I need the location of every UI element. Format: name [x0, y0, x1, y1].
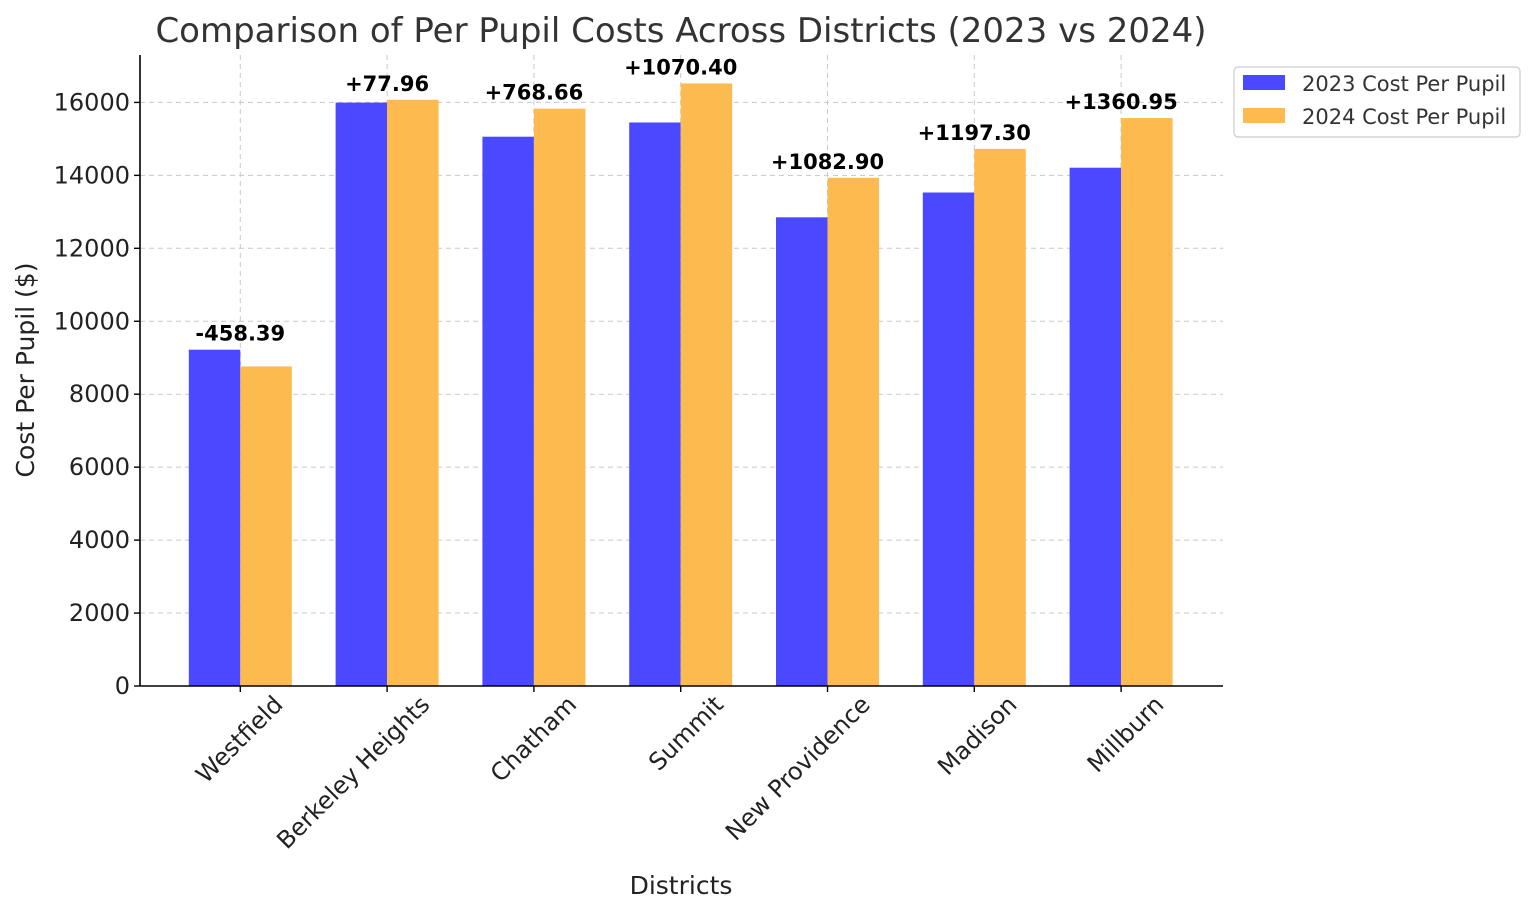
- bar-2024: [1121, 118, 1173, 686]
- bar-2024: [827, 177, 879, 686]
- axes: [139, 55, 1223, 687]
- y-tick-label: 8000: [69, 380, 130, 408]
- bar-2024: [974, 148, 1026, 687]
- y-tick-label: 12000: [54, 234, 130, 262]
- x-axis-label: Districts: [630, 871, 733, 900]
- bars: [188, 83, 1173, 687]
- bar-2024: [680, 83, 733, 686]
- bar-2024: [240, 366, 292, 686]
- bar-2023: [629, 122, 681, 687]
- difference-label: +1360.95: [1064, 90, 1177, 114]
- legend-swatch-2024: [1243, 108, 1285, 123]
- y-tick-label: 14000: [54, 161, 130, 189]
- x-tick-label: Summit: [643, 690, 729, 776]
- chart-title: Comparison of Per Pupil Costs Across Dis…: [155, 11, 1206, 51]
- bar-2023: [335, 102, 388, 686]
- difference-label: +768.66: [485, 81, 584, 105]
- difference-label: +77.96: [345, 72, 429, 96]
- y-tick-label: 2000: [69, 599, 130, 627]
- legend-swatch-2023: [1243, 75, 1285, 90]
- legend-box: [1233, 66, 1521, 138]
- y-axis-label: Cost Per Pupil ($): [11, 263, 40, 478]
- annotations: -458.39 +77.96 +768.66 +1070.40 +1082.90 +119…: [195, 55, 1177, 345]
- difference-label: -458.39: [195, 322, 285, 346]
- x-tick-label: Madison: [932, 690, 1022, 780]
- legend: 2023 Cost Per Pupil 2024 Cost Per Pupil: [1233, 66, 1521, 138]
- x-tick-label: Chatham: [485, 690, 582, 787]
- x-tick-label: New Providence: [720, 690, 876, 846]
- bar-2023: [482, 136, 534, 687]
- legend-label-2024: 2024 Cost Per Pupil: [1302, 105, 1506, 129]
- x-tick-label: Westfield: [190, 690, 288, 788]
- bar-2023: [776, 217, 828, 686]
- bar-2023: [922, 192, 975, 686]
- bar-2023: [188, 349, 241, 686]
- bar-2024: [533, 108, 586, 686]
- y-tick-label: 0: [115, 672, 130, 700]
- difference-label: +1197.30: [918, 121, 1031, 145]
- y-tick-label: 10000: [54, 307, 130, 335]
- x-tick-label: Millburn: [1082, 690, 1170, 778]
- difference-label: +1070.40: [624, 55, 737, 79]
- legend-label-2023: 2023 Cost Per Pupil: [1302, 72, 1506, 96]
- x-tick-label: Berkeley Heights: [271, 690, 435, 854]
- y-tick-label: 6000: [69, 453, 130, 481]
- y-tick-label: 16000: [54, 88, 130, 116]
- y-ticks: 0 2000 4000 6000 8000 10000 12000 14000 16000: [54, 88, 140, 700]
- difference-label: +1082.90: [771, 150, 884, 174]
- bar-2024: [387, 99, 439, 686]
- bar-2023: [1069, 167, 1122, 687]
- y-tick-label: 4000: [69, 526, 130, 554]
